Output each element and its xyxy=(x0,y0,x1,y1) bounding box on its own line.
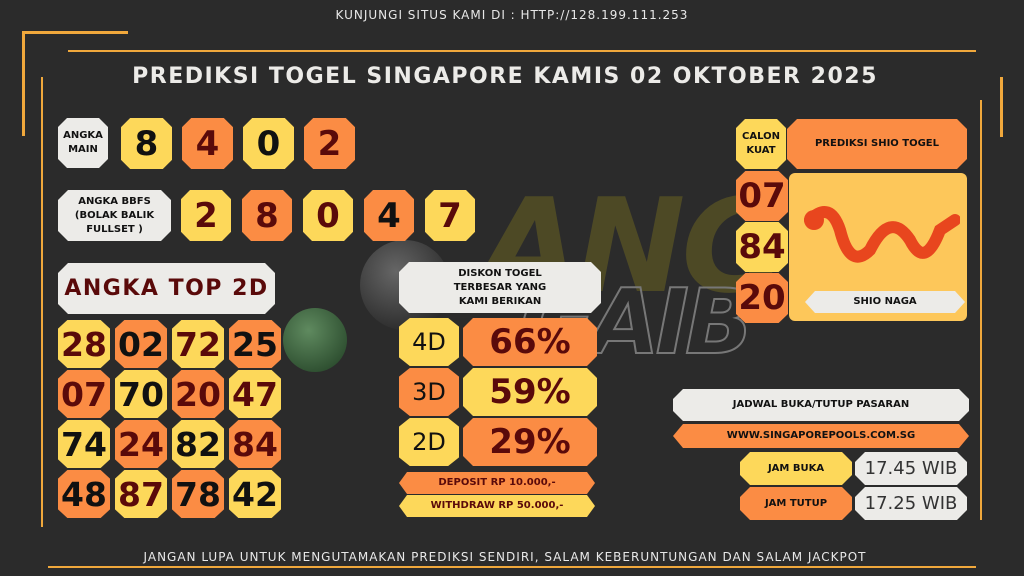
top2d-number: 78 xyxy=(172,470,224,518)
top2d-number: 07 xyxy=(58,370,110,418)
top2d-number: 82 xyxy=(172,420,224,468)
jam-tutup-label: JAM TUTUP xyxy=(740,487,852,520)
top2d-number: 42 xyxy=(229,470,281,518)
angka-main-digit: 4 xyxy=(182,118,233,169)
top2d-number: 02 xyxy=(115,320,167,368)
frame-line xyxy=(41,77,43,527)
angka-main-digit: 0 xyxy=(243,118,294,169)
shio-numbers: 07 84 20 xyxy=(736,171,788,323)
jam-tutup-value: 17.25 WIB xyxy=(855,487,967,520)
calon-kuat-label: CALON KUAT xyxy=(736,119,786,169)
shio-number: 84 xyxy=(736,222,788,272)
top2d-grid: 28 02 72 25 07 70 20 47 74 24 82 84 48 87 78 42 xyxy=(58,320,281,518)
billiard-ball-icon xyxy=(283,308,347,372)
diskon-row: 2D 29% xyxy=(399,418,597,466)
diskon-title: DISKON TOGEL TERBESAR YANG KAMI BERIKAN xyxy=(399,262,601,313)
top2d-number: 24 xyxy=(115,420,167,468)
diskon-row: 4D 66% xyxy=(399,318,597,366)
withdraw-label: WITHDRAW RP 50.000,- xyxy=(399,495,595,517)
bbfs-label: ANGKA BBFS (BOLAK BALIK FULLSET ) xyxy=(58,190,171,241)
angka-main-label: ANGKA MAIN xyxy=(58,118,108,168)
diskon-value: 66% xyxy=(463,318,597,366)
top2d-number: 74 xyxy=(58,420,110,468)
bbfs-digit: 2 xyxy=(181,190,231,241)
frame-line xyxy=(980,100,982,520)
bbfs-digit: 4 xyxy=(364,190,414,241)
top2d-number: 20 xyxy=(172,370,224,418)
diskon-type: 4D xyxy=(399,318,459,366)
deposit-label: DEPOSIT RP 10.000,- xyxy=(399,472,595,494)
diskon-type: 3D xyxy=(399,368,459,416)
site-link[interactable]: WWW.SINGAPOREPOOLS.COM.SG xyxy=(673,424,969,448)
footer-text: JANGAN LUPA UNTUK MENGUTAMAKAN PREDIKSI … xyxy=(143,550,867,564)
shio-name: SHIO NAGA xyxy=(805,291,965,313)
diskon-value: 59% xyxy=(463,368,597,416)
bbfs-digit: 7 xyxy=(425,190,475,241)
diskon-type: 2D xyxy=(399,418,459,466)
shio-number: 07 xyxy=(736,171,788,221)
frame-line xyxy=(68,50,976,52)
dragon-icon xyxy=(804,206,960,263)
visit-site-text: KUNJUNGI SITUS KAMI DI : HTTP://128.199.… xyxy=(335,8,689,22)
angka-main-digit: 8 xyxy=(121,118,172,169)
top2d-number: 48 xyxy=(58,470,110,518)
shio-number: 20 xyxy=(736,273,788,323)
jadwal-title: JADWAL BUKA/TUTUP PASARAN xyxy=(673,389,969,421)
frame-line xyxy=(22,31,25,136)
top2d-number: 25 xyxy=(229,320,281,368)
page-title: PREDIKSI TOGEL SINGAPORE KAMIS 02 OKTOBE… xyxy=(132,64,878,89)
frame-line xyxy=(1000,77,1003,137)
shio-title: PREDIKSI SHIO TOGEL xyxy=(787,119,967,169)
top2d-number: 70 xyxy=(115,370,167,418)
top2d-label: ANGKA TOP 2D xyxy=(58,263,275,314)
bbfs-digit: 8 xyxy=(242,190,292,241)
diskon-row: 3D 59% xyxy=(399,368,597,416)
diskon-table: 4D 66% 3D 59% 2D 29% xyxy=(399,318,597,466)
top2d-number: 72 xyxy=(172,320,224,368)
top2d-number: 84 xyxy=(229,420,281,468)
frame-line xyxy=(48,566,976,568)
diskon-value: 29% xyxy=(463,418,597,466)
top2d-number: 87 xyxy=(115,470,167,518)
top2d-number: 28 xyxy=(58,320,110,368)
bbfs-digit: 0 xyxy=(303,190,353,241)
jam-buka-value: 17.45 WIB xyxy=(855,452,967,485)
top2d-number: 47 xyxy=(229,370,281,418)
jam-buka-label: JAM BUKA xyxy=(740,452,852,485)
angka-main-digit: 2 xyxy=(304,118,355,169)
frame-line xyxy=(22,31,128,34)
